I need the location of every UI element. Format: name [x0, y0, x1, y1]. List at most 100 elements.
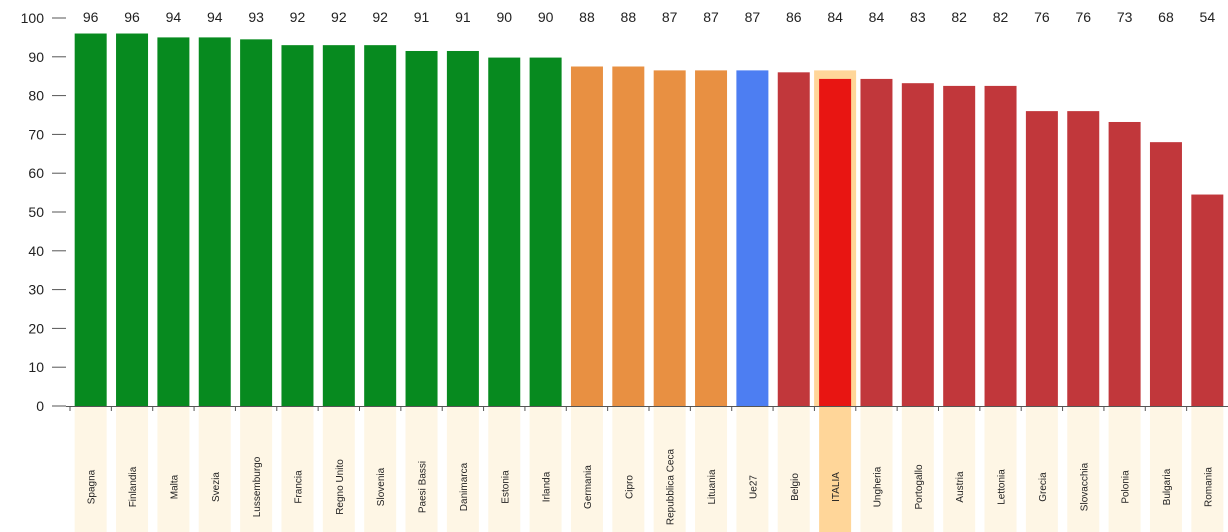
category-label: Finlandia	[128, 466, 139, 507]
category-label-band	[1067, 407, 1100, 532]
category-label: Estonia	[500, 470, 511, 504]
value-label: 76	[1034, 9, 1050, 25]
bar	[322, 45, 355, 406]
value-label: 76	[1075, 9, 1091, 25]
bar	[1191, 194, 1224, 406]
bar	[570, 66, 603, 406]
bar	[1149, 142, 1182, 406]
value-label: 91	[455, 9, 471, 25]
category-label: Slovacchia	[1079, 462, 1090, 511]
category-label-band	[695, 407, 728, 532]
category-label: Germania	[583, 465, 594, 509]
category-label-band	[529, 407, 562, 532]
category-label: Grecia	[1038, 472, 1049, 502]
y-tick-label: 40	[28, 243, 44, 259]
category-label-band	[1025, 407, 1058, 532]
category-label-band	[901, 407, 934, 532]
bar	[157, 37, 190, 407]
value-label: 88	[621, 9, 637, 25]
category-label-band	[488, 407, 521, 532]
category-label-band	[943, 407, 976, 532]
y-tick-label: 0	[36, 398, 44, 414]
category-label-band	[240, 407, 273, 532]
y-tick-label: 90	[28, 49, 44, 65]
category-label: ITALIA	[831, 472, 842, 502]
category-label: Belgio	[790, 473, 801, 501]
category-label-band	[364, 407, 397, 532]
category-label: Lussemburgo	[252, 456, 263, 517]
category-label-band	[860, 407, 893, 532]
category-label: Malta	[169, 474, 180, 499]
category-label-band	[198, 407, 231, 532]
category-label-band	[1191, 407, 1224, 532]
category-label: Paesi Bassi	[418, 461, 429, 513]
bar	[240, 39, 273, 407]
category-label-band	[612, 407, 645, 532]
bar	[446, 50, 479, 406]
category-label-band	[405, 407, 438, 532]
bar	[488, 57, 521, 407]
y-tick-label: 80	[28, 88, 44, 104]
category-label-band	[570, 407, 603, 532]
bar	[984, 85, 1017, 407]
value-label: 92	[372, 9, 388, 25]
bar	[116, 33, 149, 407]
value-label: 82	[951, 9, 967, 25]
category-label: Portogallo	[914, 464, 925, 509]
bar	[529, 57, 562, 407]
value-label: 87	[745, 9, 761, 25]
category-label-band	[281, 407, 314, 532]
category-label-band	[1108, 407, 1141, 532]
category-label-band	[446, 407, 479, 532]
value-label: 93	[248, 9, 264, 25]
bar	[1025, 111, 1058, 407]
bar	[364, 45, 397, 406]
category-label: Irlanda	[542, 471, 553, 502]
category-label-band	[1149, 407, 1182, 532]
bar	[612, 66, 645, 406]
value-label: 96	[83, 9, 99, 25]
value-label: 84	[869, 9, 885, 25]
bar	[1108, 121, 1141, 406]
bar	[695, 70, 728, 406]
value-label: 92	[331, 9, 347, 25]
y-tick-label: 30	[28, 282, 44, 298]
bar	[198, 37, 231, 407]
y-tick-label: 70	[28, 126, 44, 142]
category-label-band	[322, 407, 355, 532]
bar	[736, 70, 769, 406]
bar	[653, 70, 686, 406]
y-tick-label: 20	[28, 320, 44, 336]
category-label: Spagna	[87, 469, 98, 504]
value-label: 84	[827, 9, 843, 25]
category-label: Svezia	[211, 472, 222, 502]
category-label: Repubblica Ceca	[666, 448, 677, 525]
category-label: Romania	[1203, 467, 1214, 507]
value-label: 90	[496, 9, 512, 25]
category-label: Regno Unito	[335, 459, 346, 515]
bar	[74, 33, 107, 407]
bar	[901, 83, 934, 407]
value-label: 68	[1158, 9, 1174, 25]
category-label: Lettonia	[997, 469, 1008, 505]
y-tick-label: 50	[28, 204, 44, 220]
category-label: Cipro	[624, 475, 635, 499]
bar	[943, 85, 976, 407]
y-tick-label: 60	[28, 165, 44, 181]
category-label-band	[116, 407, 149, 532]
category-label: Francia	[293, 470, 304, 504]
category-label-band	[74, 407, 107, 532]
category-label: Polonia	[1121, 470, 1132, 504]
category-label: Ue27	[748, 475, 759, 499]
value-label: 92	[290, 9, 306, 25]
value-label: 88	[579, 9, 595, 25]
value-label: 90	[538, 9, 554, 25]
bar	[860, 78, 893, 406]
value-label: 94	[207, 9, 223, 25]
y-tick-label: 100	[21, 10, 45, 26]
value-label: 91	[414, 9, 430, 25]
category-label: Ungheria	[872, 466, 883, 507]
value-label: 73	[1117, 9, 1133, 25]
value-label: 87	[662, 9, 678, 25]
